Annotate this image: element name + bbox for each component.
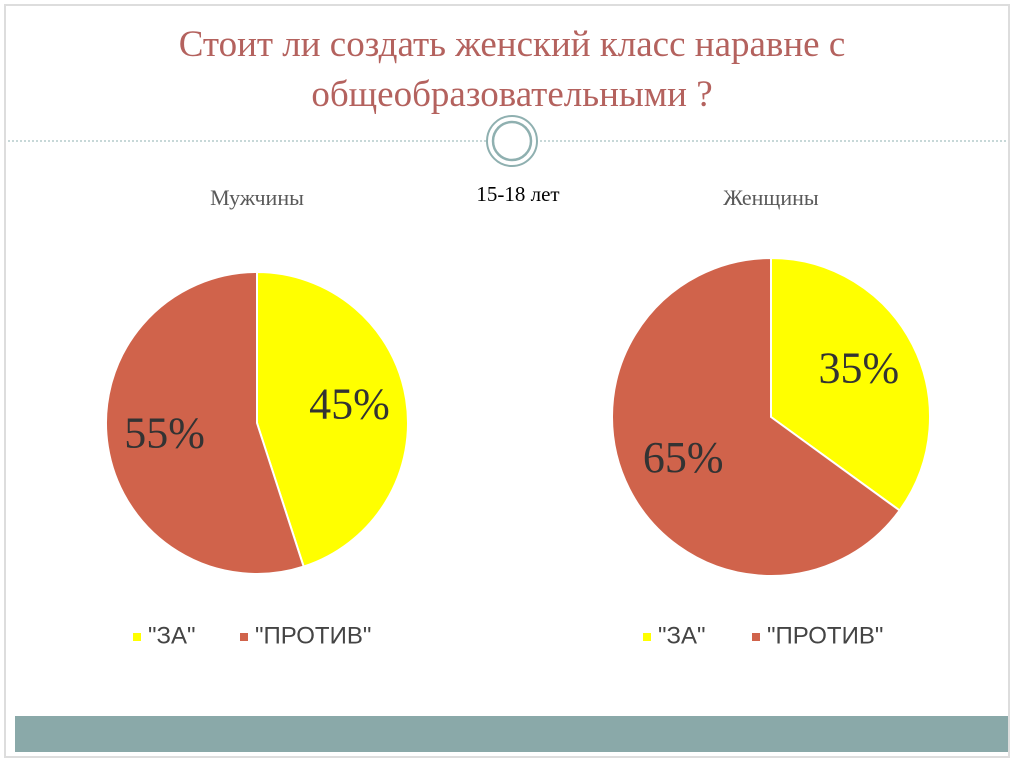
legend-marker <box>240 633 248 641</box>
legend-marker <box>643 633 651 641</box>
chart-title: Мужчины <box>210 185 304 210</box>
title: Стоит ли создать женский класс наравне с… <box>178 24 846 115</box>
legend-label: "ЗА" <box>658 622 706 649</box>
subtitle: 15-18 лет <box>476 182 559 206</box>
pie-slice <box>611 256 902 577</box>
legend-label: "ПРОТИВ" <box>255 622 371 649</box>
slice-label: 55% <box>124 409 205 458</box>
pie-slice <box>256 270 409 568</box>
slide-frame <box>4 4 1010 758</box>
legend-label: "ЗА" <box>148 622 196 649</box>
chart-title: Женщины <box>723 185 819 210</box>
footer-bar <box>15 716 1008 752</box>
pie-slice <box>105 270 305 575</box>
slice-label: 35% <box>819 343 900 392</box>
legend-marker <box>752 633 760 641</box>
slice-label: 65% <box>643 433 724 482</box>
slice-label: 45% <box>309 379 390 428</box>
legend-label: "ПРОТИВ" <box>767 622 883 649</box>
ornament-inner <box>491 120 533 162</box>
legend-marker <box>133 633 141 641</box>
pie-slice <box>770 256 931 512</box>
